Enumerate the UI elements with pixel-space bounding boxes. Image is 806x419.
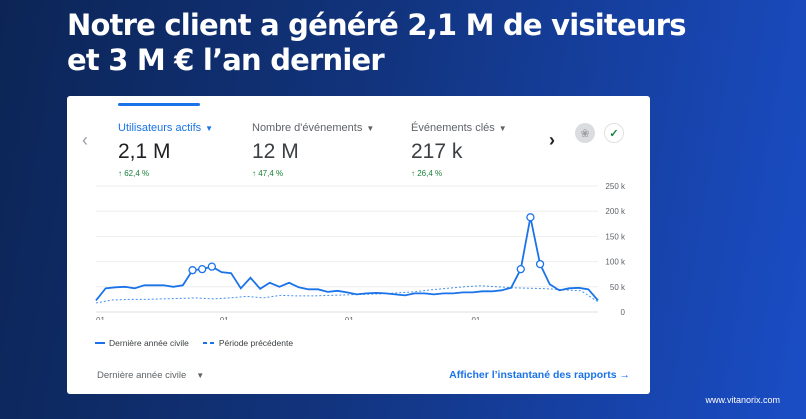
y-tick-label: 250 k bbox=[605, 182, 626, 191]
headline-line-2: et 3 M € l’an dernier bbox=[67, 43, 385, 77]
y-tick-label: 0 bbox=[621, 308, 626, 317]
data-point-marker bbox=[516, 265, 525, 274]
headline-line-1: Notre client a généré 2,1 M de visiteurs bbox=[67, 8, 686, 42]
data-point-marker bbox=[535, 259, 545, 269]
series-line-current bbox=[95, 217, 599, 301]
y-tick-label: 200 k bbox=[605, 207, 626, 216]
date-range-label: Dernière année civile bbox=[97, 370, 187, 381]
legend-label: Dernière année civile bbox=[109, 338, 189, 348]
view-reports-snapshot-link[interactable]: Afficher l’instantané des rapports → bbox=[449, 369, 630, 381]
metric-tab-key-events[interactable]: Événements clés ▼ 217 k ↑ 26,4 % bbox=[411, 122, 507, 178]
chevron-right-icon[interactable]: › bbox=[549, 130, 555, 150]
series-line-previous bbox=[95, 285, 599, 304]
legend-item-previous: Période précédente bbox=[202, 338, 294, 348]
date-range-dropdown[interactable]: Dernière année civile ▼ bbox=[97, 370, 204, 381]
x-tick-day: 01 bbox=[96, 316, 105, 320]
dropdown-caret-icon[interactable]: ▼ bbox=[498, 124, 507, 133]
legend-label: Période précédente bbox=[218, 338, 294, 348]
check-circle-icon[interactable]: ✓ bbox=[604, 123, 624, 143]
metric-label: Utilisateurs actifs bbox=[118, 122, 202, 134]
data-point-marker bbox=[188, 266, 197, 275]
metric-value: 217 k bbox=[411, 140, 463, 163]
y-tick-label: 150 k bbox=[605, 232, 626, 241]
dropdown-caret-icon[interactable]: ▼ bbox=[205, 124, 214, 133]
insights-icon[interactable]: ❀ bbox=[575, 123, 595, 143]
dropdown-caret-icon: ▼ bbox=[196, 371, 205, 380]
data-point-marker bbox=[526, 213, 535, 222]
metric-change: ↑ 26,4 % bbox=[411, 169, 443, 178]
data-point-marker bbox=[198, 265, 207, 274]
website-url: www.vitanorix.com bbox=[705, 395, 780, 405]
chevron-left-icon[interactable]: ‹ bbox=[82, 130, 88, 150]
metric-label: Nombre d'événements bbox=[252, 122, 363, 134]
dropdown-caret-icon[interactable]: ▼ bbox=[366, 124, 375, 133]
x-tick-day: 01 bbox=[220, 316, 229, 320]
metric-change: ↑ 47,4 % bbox=[252, 169, 284, 178]
y-tick-label: 50 k bbox=[610, 283, 626, 292]
metric-label: Événements clés bbox=[411, 122, 495, 134]
analytics-card: ‹ Utilisateurs actifs ▼ 2,1 M ↑ 62,4 % No… bbox=[67, 96, 650, 394]
headline: Notre client a généré 2,1 M de visiteurs… bbox=[67, 8, 686, 78]
x-tick-day: 01 bbox=[471, 316, 480, 320]
y-tick-label: 100 k bbox=[605, 258, 626, 267]
metric-value: 12 M bbox=[252, 140, 299, 163]
data-point-marker bbox=[207, 262, 216, 271]
x-tick-day: 01 bbox=[345, 316, 354, 320]
legend-item-current: Dernière année civile bbox=[95, 338, 189, 348]
chart-legend: Dernière année civile Période précédente bbox=[95, 338, 293, 348]
active-tab-indicator bbox=[118, 103, 200, 106]
metric-value: 2,1 M bbox=[118, 140, 171, 163]
metric-tab-event-count[interactable]: Nombre d'événements ▼ 12 M ↑ 47,4 % bbox=[252, 122, 374, 178]
metric-tab-active-users[interactable]: Utilisateurs actifs ▼ 2,1 M ↑ 62,4 % bbox=[118, 122, 213, 178]
metric-change: ↑ 62,4 % bbox=[118, 169, 150, 178]
